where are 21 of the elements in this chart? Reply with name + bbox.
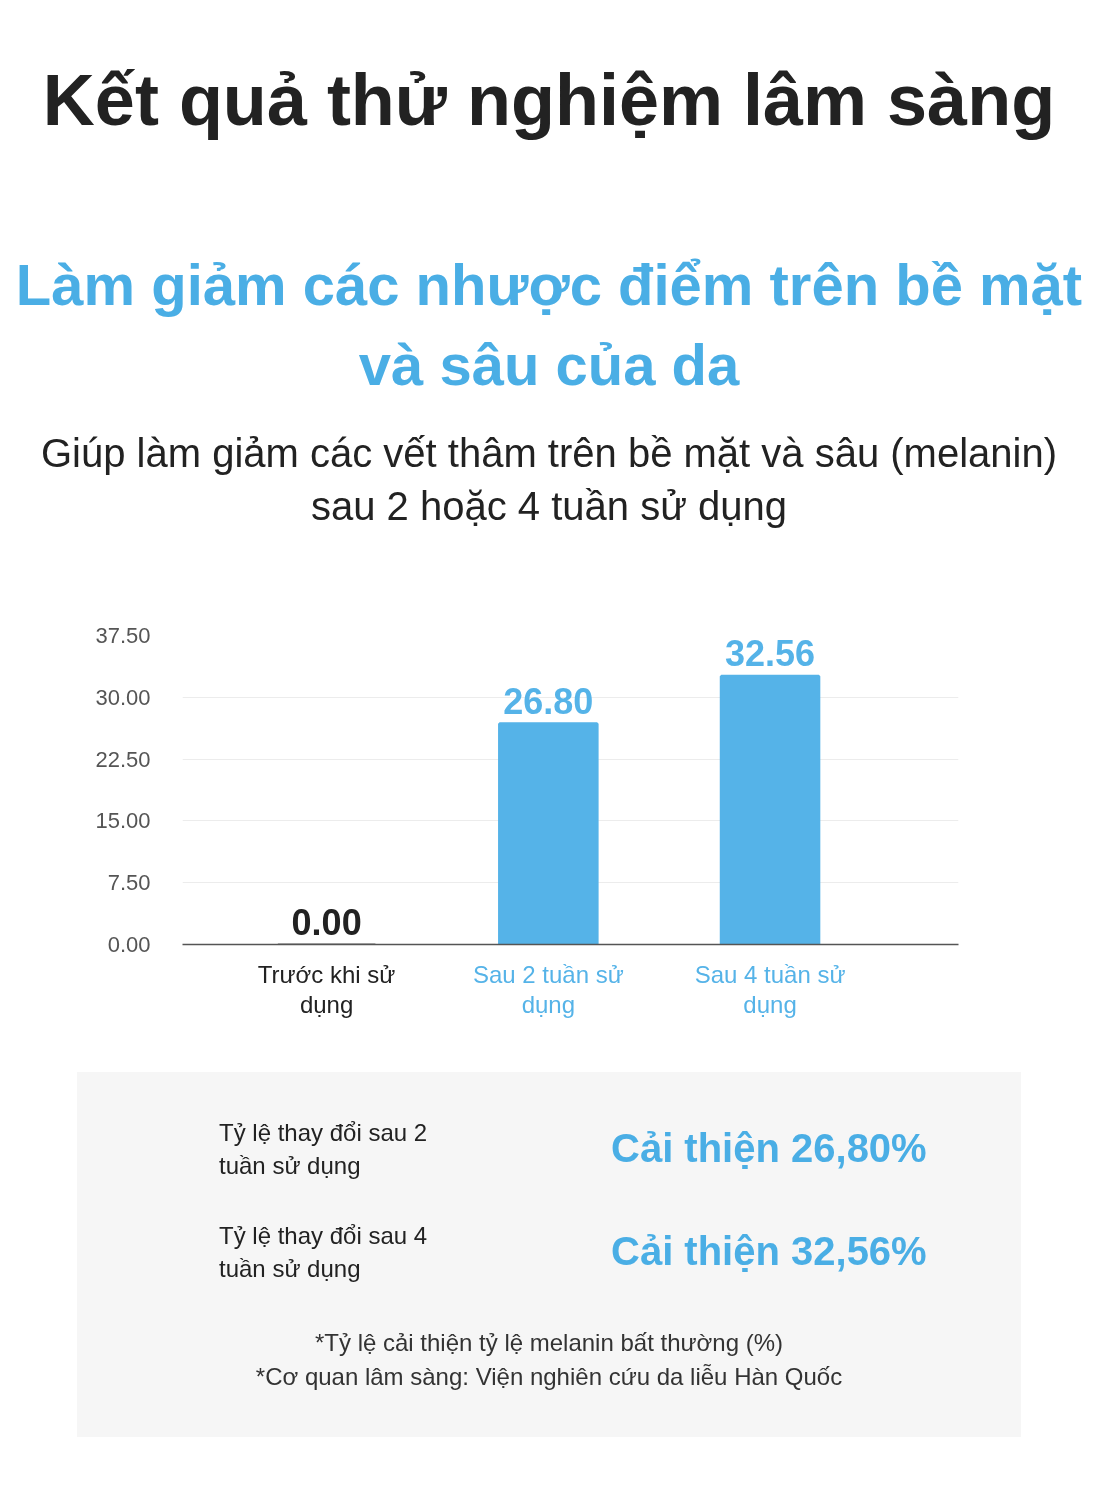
text: Tỷ lệ thay đổi sau 2 tuần sử dụng <box>219 1118 429 1181</box>
y-tick-label: 22.50 <box>95 746 151 772</box>
y-tick-label: 30.00 <box>95 684 151 710</box>
text: Cải thiện 32,56% <box>611 1228 928 1275</box>
data-label: 0.00 <box>291 901 362 943</box>
text: *Cơ quan lâm sàng: Viện nghiên cứu da liễu Hàn Quốc <box>254 1362 844 1392</box>
x-tick-label: Trước khi sử dụng <box>257 961 396 1018</box>
data-label: 26.80 <box>503 680 594 722</box>
data-label: 32.56 <box>725 633 816 675</box>
text: Tỷ lệ thay đổi sau 4 tuần sử dụng <box>219 1221 429 1284</box>
chart-subtitle: Làm giảm các nhược điểm trên bề mặt và sâu của da <box>14 251 1084 399</box>
x-tick-label: Sau 4 tuần sử dụng <box>694 961 846 1018</box>
y-tick-label: 0.00 <box>107 932 151 957</box>
y-tick-label: 37.50 <box>95 623 151 648</box>
y-tick-label: 15.00 <box>95 808 151 834</box>
y-tick-label: 7.50 <box>107 870 151 896</box>
x-tick-label: Sau 2 tuần sử dụng <box>472 961 624 1018</box>
text: Giúp làm giảm các vết thâm trên bề mặt và sâu (melanin) sau 2 hoặc 4 tuần sử dụng <box>40 430 1058 530</box>
text: *Tỷ lệ cải thiện tỷ lệ melanin bất thường (%) <box>314 1328 784 1358</box>
text: Cải thiện 26,80% <box>611 1125 928 1172</box>
chart-title: Kết quả thử nghiệm lâm sàng <box>41 59 1057 142</box>
